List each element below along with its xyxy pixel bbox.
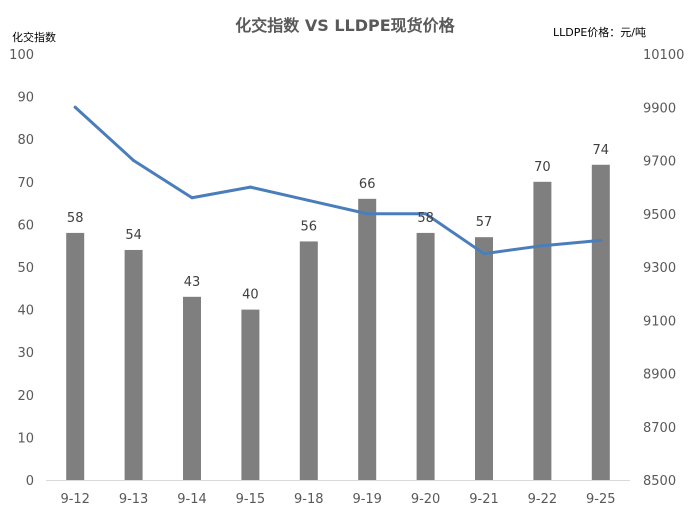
line-point [248,185,252,189]
x-axis-tick-label: 9-13 [119,492,149,507]
plot-area: 0 10 20 30 40 50 60 70 80 90 100 8500 8700 8900 9100 93… [9,48,684,507]
right-axis-tick-label: 9300 [643,261,676,276]
right-axis-tick-label: 9100 [643,314,676,329]
left-axis-tick-label: 30 [17,346,34,361]
x-axis-tick-label: 9-15 [236,492,266,507]
bar-data-label: 57 [476,215,493,230]
line-point [132,159,136,162]
bar [591,164,610,480]
left-axis-tick-label: 10 [17,431,34,446]
line-point [73,105,77,109]
left-axis-tick-label: 70 [17,176,34,191]
right-axis-tick-label: 9500 [643,208,676,223]
x-axis-tick-label: 9-19 [352,492,382,507]
left-axis-tick-label: 50 [17,261,34,276]
line-point [365,212,369,216]
bar [66,232,85,480]
right-axis-tick-label: 9900 [643,101,676,116]
bar [475,237,493,480]
right-axis-tick-label: 8700 [643,421,676,436]
x-axis-tick-label: 9-22 [528,492,558,507]
left-axis-tick-label: 60 [17,218,34,233]
right-axis-label: LLDPE价格：元/吨 [553,25,646,39]
line-point [190,196,194,200]
right-axis-tick-label: 9700 [643,155,676,170]
right-axis-tick-label: 8500 [643,474,676,489]
line-point [482,252,486,256]
bar-data-label: 43 [184,275,201,290]
bar-data-label: 40 [242,288,259,303]
bar-data-label: 56 [301,219,318,234]
left-axis-tick-label: 90 [17,91,34,106]
right-axis-tick-label: 10100 [643,48,684,63]
line-point [424,212,428,216]
bar-data-label: 58 [67,211,84,226]
bar [299,241,318,480]
line-point [599,238,603,242]
bar-data-label: 70 [534,160,551,175]
left-axis-tick-label: 20 [17,389,34,404]
x-axis-tick-label: 9-21 [469,492,499,507]
left-axis-tick-label: 80 [17,133,34,148]
x-axis-tick-label: 9-12 [60,492,90,507]
x-axis-tick-label: 9-25 [586,492,616,507]
chart-title: 化交指数 VS LLDPE现货价格 [235,16,455,35]
left-axis-label: 化交指数 [12,30,56,44]
bar [533,181,552,481]
bar-data-label: 74 [593,143,610,158]
left-axis-tick-label: 40 [17,304,34,319]
line-series [73,105,603,256]
bar [358,198,377,480]
bar-data-label: 66 [359,177,376,192]
bar [416,232,435,480]
bar [241,309,260,480]
right-axis-tick-label: 8900 [643,368,676,383]
x-axis-tick-label: 9-20 [411,492,441,507]
bar-data-label: 58 [417,211,434,226]
line-point [307,198,311,202]
bar [124,249,143,480]
x-axis-tick-label: 9-14 [177,492,207,507]
bar-data-label: 54 [125,228,142,243]
left-axis-tick-label: 0 [26,474,34,489]
x-axis-tick-label: 9-18 [294,492,324,507]
bar [183,296,201,480]
left-axis-tick-label: 100 [9,48,34,63]
line-point [540,244,544,248]
